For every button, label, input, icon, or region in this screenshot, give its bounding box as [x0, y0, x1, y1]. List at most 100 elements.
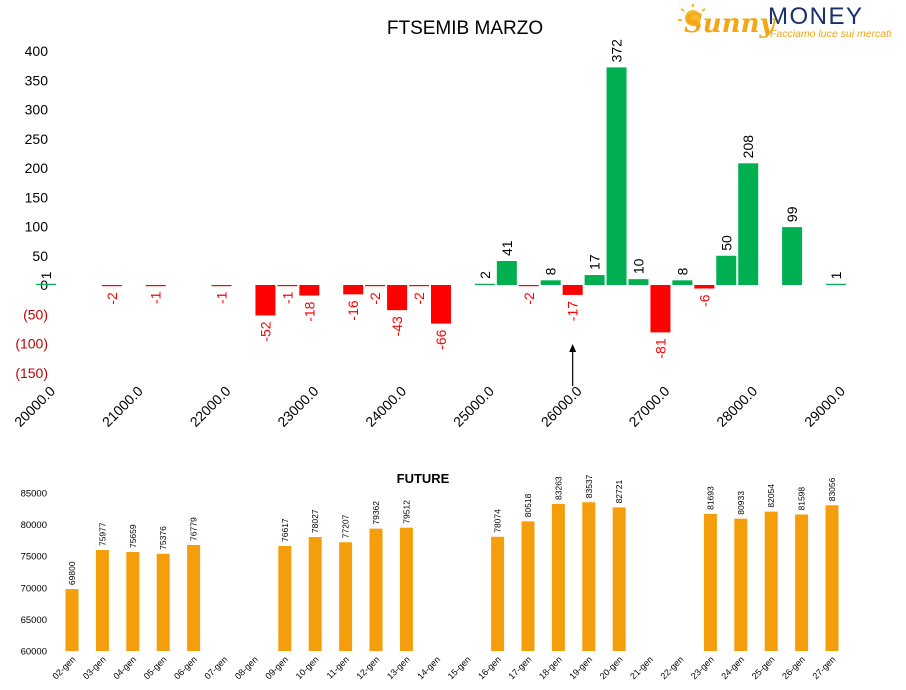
- future-x-tick-label: 07-gen: [203, 654, 230, 681]
- future-x-tick-label: 14-gen: [415, 654, 442, 681]
- future-x-tick-label: 20-gen: [598, 654, 625, 681]
- future-data-label: 82054: [766, 484, 776, 508]
- bar: [518, 285, 539, 287]
- logo-brand-left: Sunny: [684, 9, 776, 39]
- future-x-tick-label: 19-gen: [567, 654, 594, 681]
- future-bar-chart: FUTURE 85000 80000 75000 70000 65000 60000 69…: [21, 471, 839, 681]
- future-data-label: 79512: [401, 500, 411, 524]
- data-label: 372: [609, 39, 625, 63]
- future-data-label: 81598: [797, 487, 807, 511]
- x-tick-label: 29000.0: [801, 383, 848, 430]
- bar: [211, 285, 232, 287]
- future-bar: [825, 505, 839, 651]
- y-tick-label: (100): [15, 336, 48, 352]
- data-label: 17: [587, 254, 603, 270]
- x-tick-label: 26000.0: [538, 383, 585, 430]
- x-tick-label: 25000.0: [450, 383, 497, 430]
- data-label: 2: [477, 271, 493, 279]
- future-data-label: 79362: [371, 501, 381, 525]
- future-bar: [491, 536, 505, 651]
- data-label: -43: [389, 316, 405, 336]
- y-tick-label: (50): [23, 306, 48, 322]
- bar: [277, 285, 298, 287]
- data-label: 99: [784, 206, 800, 222]
- y-tick-label: 300: [25, 102, 49, 118]
- y-tick-label: 200: [25, 160, 49, 176]
- future-bar: [308, 537, 322, 651]
- bar: [299, 285, 320, 296]
- y-tick-label: (150): [15, 365, 48, 381]
- y-tick-label: 250: [25, 131, 49, 147]
- bar: [101, 285, 122, 287]
- future-x-tick-label: 11-gen: [325, 654, 351, 680]
- future-data-label: 69800: [67, 561, 77, 585]
- future-y-tick-label: 65000: [21, 615, 47, 626]
- bar: [387, 285, 408, 311]
- bar: [343, 285, 364, 295]
- future-y-tick-label: 80000: [21, 520, 47, 531]
- data-label: 10: [631, 258, 647, 274]
- data-label: -2: [367, 292, 383, 305]
- future-data-label: 83263: [553, 476, 563, 500]
- bar: [584, 275, 605, 285]
- future-bar: [764, 511, 778, 651]
- future-bar: [187, 544, 201, 651]
- bar: [365, 285, 386, 287]
- bar: [716, 255, 737, 285]
- data-label: 1: [828, 271, 844, 279]
- bar: [782, 227, 803, 285]
- data-label: -66: [433, 329, 449, 349]
- future-y-tick-label: 75000: [21, 552, 47, 563]
- bar: [562, 285, 583, 295]
- future-x-tick-label: 03-gen: [81, 654, 108, 681]
- data-label: -52: [257, 321, 273, 341]
- data-label: 8: [543, 267, 559, 275]
- future-bar: [734, 518, 748, 651]
- data-label: -1: [148, 291, 164, 304]
- data-label: -2: [521, 292, 537, 305]
- arrow-head-icon: [569, 344, 577, 352]
- future-data-label: 77207: [341, 514, 351, 538]
- y-tick-label: 150: [25, 189, 49, 205]
- future-x-tick-label: 13-gen: [385, 654, 412, 681]
- x-tick-label: 28000.0: [713, 383, 760, 430]
- data-label: -2: [411, 292, 427, 305]
- bar: [409, 285, 430, 287]
- future-data-label: 75659: [128, 524, 138, 548]
- future-x-tick-label: 05-gen: [142, 654, 169, 681]
- future-x-tick-label: 17-gen: [507, 654, 534, 681]
- strike-bar-chart: FTSEMIB MARZO 400350300250200150100500(5…: [11, 18, 848, 430]
- data-label: 50: [718, 235, 734, 251]
- future-bar: [795, 514, 809, 651]
- future-bar: [703, 513, 717, 651]
- future-data-label: 83056: [827, 477, 837, 501]
- x-tick-label: 20000.0: [11, 383, 58, 430]
- bar: [650, 285, 671, 333]
- sunny-money-logo: Sunny MONEY Facciamo luce sui mercati: [678, 3, 892, 40]
- data-label: -2: [104, 292, 120, 305]
- future-chart-title: FUTURE: [397, 471, 450, 486]
- sun-icon: [678, 4, 706, 26]
- y-tick-label: 400: [25, 43, 49, 59]
- future-bar: [278, 545, 292, 651]
- bar: [540, 280, 561, 285]
- future-data-label: 83537: [584, 474, 594, 498]
- data-label: 41: [499, 240, 515, 256]
- future-bar: [612, 507, 626, 651]
- future-x-tick-label: 26-gen: [780, 654, 807, 681]
- bar: [738, 163, 759, 285]
- future-data-label: 81693: [705, 486, 715, 510]
- future-x-tick-label: 27-gen: [811, 654, 838, 681]
- data-label: -6: [696, 294, 712, 307]
- x-tick-label: 23000.0: [274, 383, 321, 430]
- x-tick-label: 21000.0: [99, 383, 146, 430]
- future-x-tick-label: 24-gen: [719, 654, 746, 681]
- future-x-tick-label: 08-gen: [233, 654, 260, 681]
- x-tick-label: 24000.0: [362, 383, 409, 430]
- data-label: 208: [740, 135, 756, 159]
- future-y-tick-label: 70000: [21, 583, 47, 594]
- bar: [496, 261, 517, 285]
- y-tick-label: 350: [25, 72, 49, 88]
- data-label: -1: [279, 291, 295, 304]
